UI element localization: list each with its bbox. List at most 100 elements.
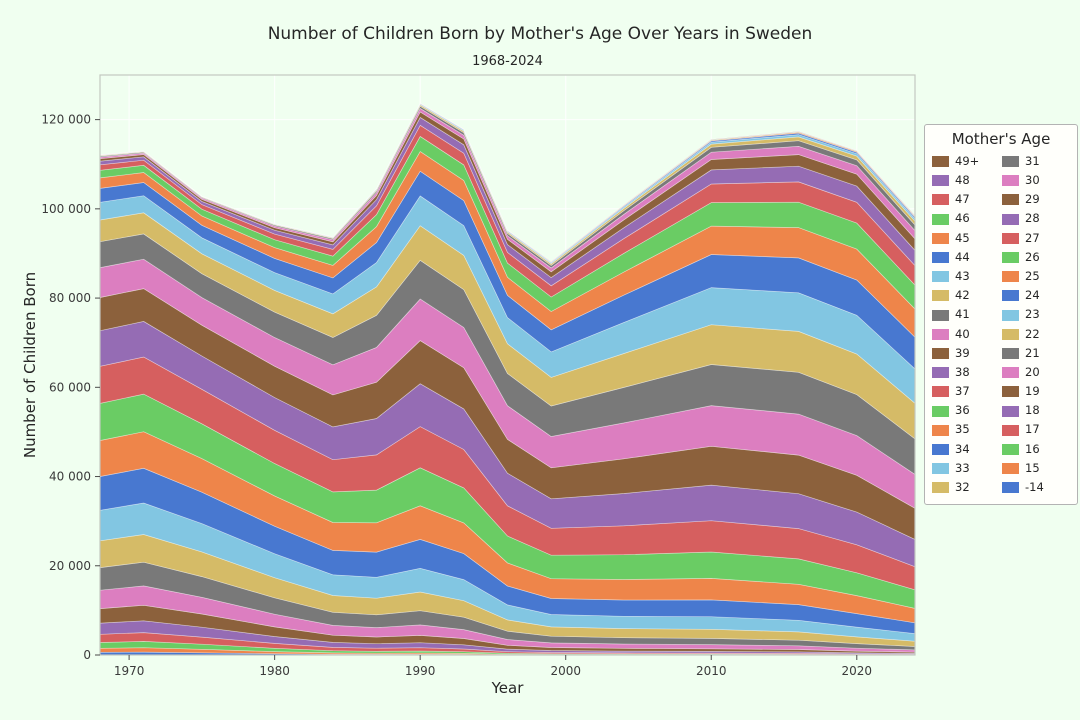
legend-entry-27: 27	[1002, 229, 1070, 248]
legend-entry-label: 34	[955, 441, 970, 456]
legend-swatch-icon	[932, 213, 949, 225]
legend-entry-23: 23	[1002, 306, 1070, 325]
legend-entry-label: 21	[1025, 345, 1040, 360]
legend-swatch-icon	[1002, 424, 1019, 436]
legend-swatch-icon	[932, 175, 949, 187]
y-tick-label: 120 000	[41, 113, 91, 127]
legend-swatch-icon	[932, 252, 949, 264]
legend-entry-label: 40	[955, 326, 970, 341]
legend-entry-39: 39	[932, 344, 1000, 363]
x-tick-label: 2000	[550, 664, 581, 678]
legend-entry-label: 28	[1025, 211, 1040, 226]
legend-entry-28: 28	[1002, 210, 1070, 229]
legend-entry-label: 23	[1025, 307, 1040, 322]
legend-entry-label: 36	[955, 403, 970, 418]
legend-entry-46: 46	[932, 210, 1000, 229]
legend-entry-label: 47	[955, 192, 970, 207]
x-tick-label: 1970	[114, 664, 145, 678]
legend-entry-35: 35	[932, 421, 1000, 440]
x-axis-label: Year	[491, 679, 524, 697]
legend-entry-41: 41	[932, 306, 1000, 325]
legend-entry-label: 45	[955, 230, 970, 245]
legend-entry-label: 19	[1025, 384, 1040, 399]
legend-swatch-icon	[1002, 271, 1019, 283]
legend-swatch-icon	[1002, 443, 1019, 455]
legend-entry-label: 22	[1025, 326, 1040, 341]
legend-entry-49+: 49+	[932, 152, 1000, 171]
legend-swatch-icon	[932, 232, 949, 244]
legend-swatch-icon	[1002, 156, 1019, 168]
legend-entry-22: 22	[1002, 325, 1070, 344]
legend-swatch-icon	[1002, 482, 1019, 494]
x-tick-label: 1990	[405, 664, 436, 678]
legend-entry-17: 17	[1002, 421, 1070, 440]
x-tick-label: 2010	[696, 664, 727, 678]
legend-entry-47: 47	[932, 190, 1000, 209]
legend-entry-21: 21	[1002, 344, 1070, 363]
legend-swatch-icon	[932, 271, 949, 283]
chart-title: Number of Children Born by Mother's Age …	[267, 24, 813, 44]
legend-column: 31 30 29 28 27 26 25 24 23 22 21 20 19 18 17 16 15 -14	[1002, 152, 1070, 497]
y-tick-label: 80 000	[49, 291, 91, 305]
legend-entry-26: 26	[1002, 248, 1070, 267]
legend-swatch-icon	[1002, 405, 1019, 417]
legend-entry-37: 37	[932, 382, 1000, 401]
chart-subtitle: 1968-2024	[472, 54, 543, 69]
plot-border	[99, 74, 916, 656]
legend-entry-label: 17	[1025, 422, 1040, 437]
legend-entry-24: 24	[1002, 286, 1070, 305]
legend-entry-label: 37	[955, 384, 970, 399]
y-tick-label: 20 000	[49, 559, 91, 573]
legend-entry-label: 46	[955, 211, 970, 226]
legend-swatch-icon	[932, 405, 949, 417]
legend-entry-45: 45	[932, 229, 1000, 248]
legend-entry-31: 31	[1002, 152, 1070, 171]
legend-entry-label: 42	[955, 288, 970, 303]
legend-swatch-icon	[932, 463, 949, 475]
legend-entry-15: 15	[1002, 459, 1070, 478]
legend-entry-label: 49+	[955, 153, 980, 168]
legend-entry-label: 44	[955, 249, 970, 264]
legend-swatch-icon	[932, 194, 949, 206]
legend-entry-label: 35	[955, 422, 970, 437]
legend-swatch-icon	[932, 156, 949, 168]
legend-entry-label: 27	[1025, 230, 1040, 245]
legend-swatch-icon	[1002, 328, 1019, 340]
legend-entry-36: 36	[932, 401, 1000, 420]
y-tick-label: 0	[83, 648, 91, 662]
legend-entry-16: 16	[1002, 440, 1070, 459]
legend-swatch-icon	[1002, 309, 1019, 321]
legend-entry-label: 30	[1025, 173, 1040, 188]
x-tick-label: 2020	[842, 664, 873, 678]
legend-swatch-icon	[1002, 194, 1019, 206]
legend-entry-label: 16	[1025, 441, 1040, 456]
legend-swatch-icon	[1002, 232, 1019, 244]
legend-title: Mother's Age	[951, 130, 1051, 148]
legend-entry-42: 42	[932, 286, 1000, 305]
legend-entry-38: 38	[932, 363, 1000, 382]
legend: Mother's Age 49+ 48 47 46 45 44 43 42 41 40 39 38 37…	[924, 124, 1078, 506]
y-axis-label: Number of Children Born	[21, 271, 39, 459]
legend-entry--14: -14	[1002, 478, 1070, 497]
legend-entry-33: 33	[932, 459, 1000, 478]
legend-swatch-icon	[932, 482, 949, 494]
legend-entry-label: 29	[1025, 192, 1040, 207]
legend-entry-label: 43	[955, 268, 970, 283]
legend-column: 49+ 48 47 46 45 44 43 42 41 40 39 38 37 36 35 34 33 32	[932, 152, 1000, 497]
legend-entry-label: 26	[1025, 249, 1040, 264]
legend-swatch-icon	[932, 309, 949, 321]
legend-entry-label: 20	[1025, 364, 1040, 379]
legend-entry-label: -14	[1025, 480, 1044, 495]
legend-swatch-icon	[932, 386, 949, 398]
legend-swatch-icon	[932, 328, 949, 340]
legend-entry-label: 48	[955, 173, 970, 188]
legend-entry-label: 31	[1025, 153, 1040, 168]
legend-swatch-icon	[1002, 252, 1019, 264]
legend-swatch-icon	[932, 290, 949, 302]
legend-entry-label: 38	[955, 364, 970, 379]
legend-entry-48: 48	[932, 171, 1000, 190]
legend-entry-40: 40	[932, 325, 1000, 344]
y-tick-label: 100 000	[41, 202, 91, 216]
legend-swatch-icon	[1002, 290, 1019, 302]
